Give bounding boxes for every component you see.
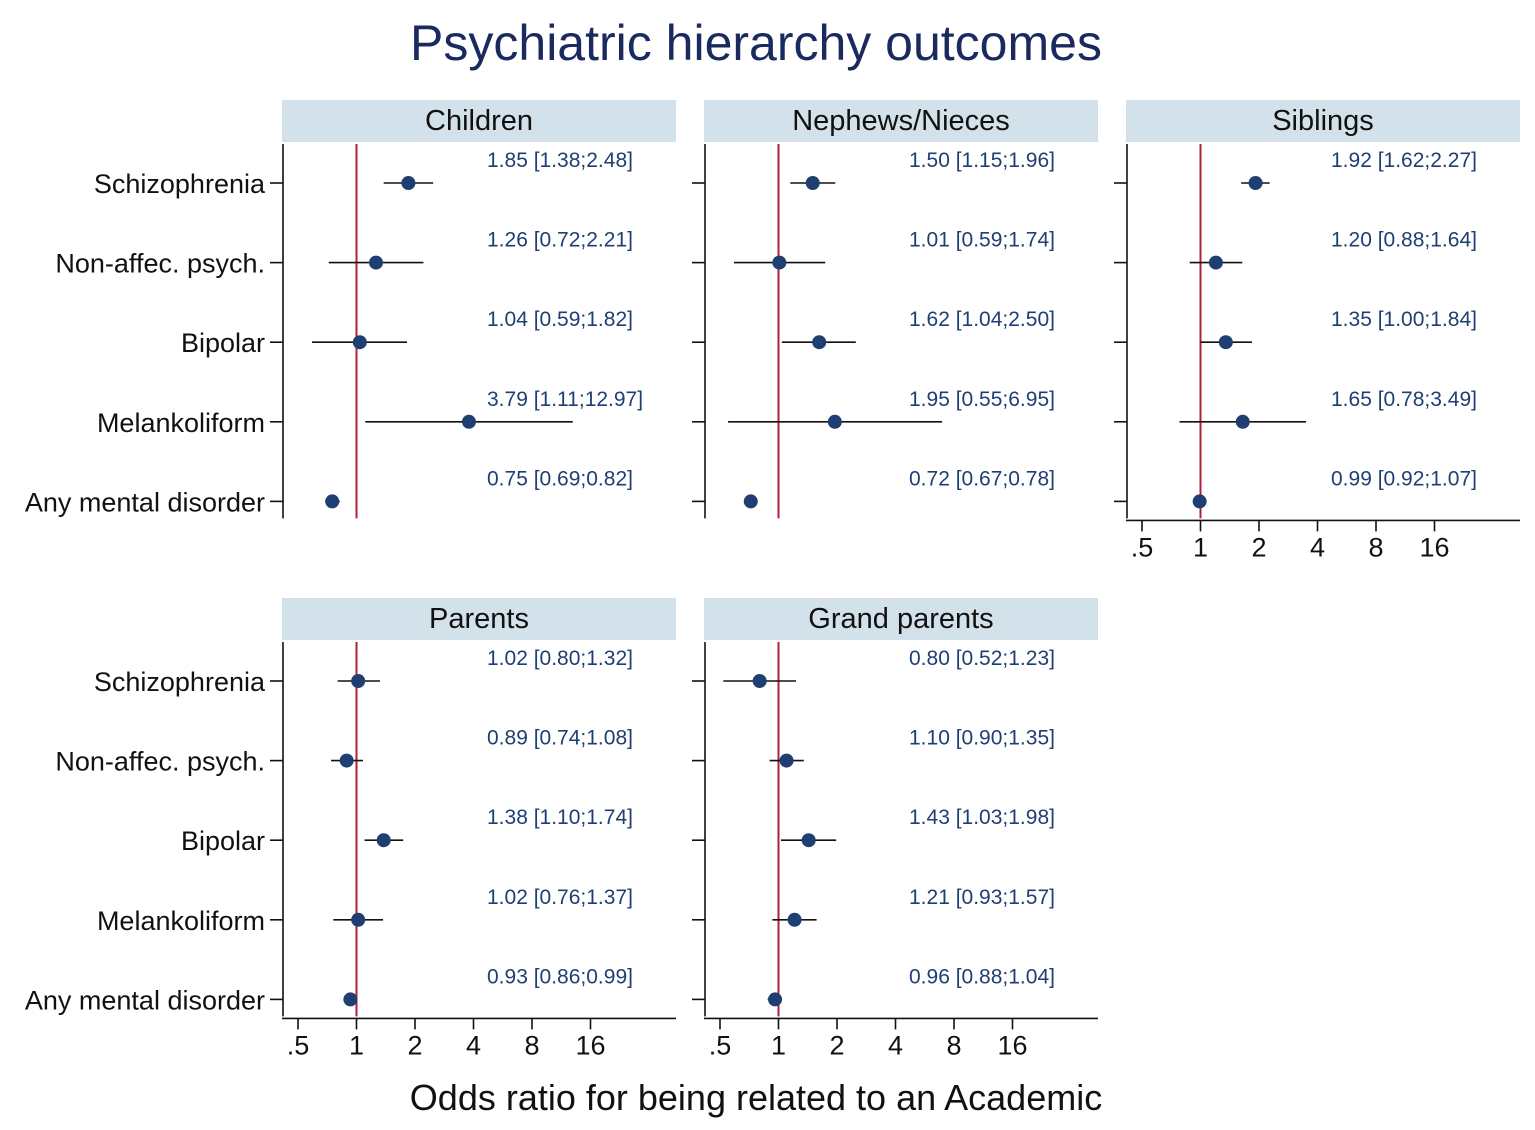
value-label-any-mental-disorder: 0.72 [0.67;0.78] [909,467,1055,490]
point-estimate-non-affec-psych [369,255,384,270]
value-label-schizophrenia: 1.50 [1.15;1.96] [909,149,1055,172]
panel-title-grand-parents: Grand parents [808,603,993,635]
value-label-schizophrenia: 1.85 [1.38;2.48] [487,149,633,172]
x-tick-label: 16 [997,1030,1027,1060]
panel-header-bg [282,598,676,640]
x-tick-label: 1 [771,1030,786,1060]
point-estimate-schizophrenia [401,176,416,190]
category-label-any-mental-disorder: Any mental disorder [25,985,265,1015]
x-tick-label: 16 [575,1030,605,1060]
value-label-melankoliform: 1.21 [0.93;1.57] [909,886,1055,909]
x-tick-label: 16 [1419,532,1449,562]
panel-parents: Parents Schizophrenia 1.02 [0.80;1.32] Non-… [25,598,676,1060]
x-tick-label: 1 [349,1030,364,1060]
point-estimate-melankoliform [461,414,476,429]
x-tick-label: 1 [1193,532,1208,562]
value-label-any-mental-disorder: 0.96 [0.88;1.04] [909,965,1055,988]
point-estimate-non-affec-psych [339,753,354,768]
x-tick-label: .5 [287,1030,310,1060]
value-label-schizophrenia: 1.92 [1.62;2.27] [1331,149,1477,172]
value-label-any-mental-disorder: 0.99 [0.92;1.07] [1331,467,1477,490]
chart-title: Psychiatric hierarchy outcomes [410,15,1102,71]
point-estimate-any-mental-disorder [325,494,340,509]
panels-layer: Children Schizophrenia 1.85 [1.38;2.48] Non… [25,100,1520,1060]
point-estimate-schizophrenia [752,674,767,688]
panel-title-siblings: Siblings [1272,105,1374,137]
x-tick-label: 8 [1368,532,1383,562]
point-estimate-any-mental-disorder [743,494,758,509]
value-label-bipolar: 1.43 [1.03;1.98] [909,806,1055,829]
point-estimate-bipolar [1218,335,1233,350]
panel-siblings: Siblings 1.92 [1.62;2.27] 1.20 [0.88;1.64]… [1114,100,1520,562]
category-label-schizophrenia: Schizophrenia [94,667,266,697]
panel-grand-parents: Grand parents 0.80 [0.52;1.23] 1.10 [0.90;… [692,598,1098,1060]
point-estimate-melankoliform [351,912,366,927]
panel-header-bg [1126,100,1520,142]
point-estimate-melankoliform [827,414,842,429]
category-label-bipolar: Bipolar [181,328,265,358]
point-estimate-schizophrenia [1248,176,1263,190]
value-label-bipolar: 1.62 [1.04;2.50] [909,308,1055,331]
category-label-schizophrenia: Schizophrenia [94,169,266,199]
x-tick-label: 4 [1310,532,1325,562]
category-label-any-mental-disorder: Any mental disorder [25,487,265,517]
panel-header-bg [704,598,1098,640]
value-label-melankoliform: 3.79 [1.11;12.97] [487,388,643,411]
x-tick-label: 8 [524,1030,539,1060]
x-tick-label: 4 [888,1030,903,1060]
x-tick-label: 4 [466,1030,481,1060]
value-label-bipolar: 1.35 [1.00;1.84] [1331,308,1477,331]
x-tick-label: .5 [1131,532,1154,562]
value-label-non-affec-psych: 1.26 [0.72;2.21] [487,229,633,252]
panel-title-children: Children [425,105,533,137]
value-label-non-affec-psych: 1.01 [0.59;1.74] [909,229,1055,252]
panel-header-bg [704,100,1098,142]
value-label-schizophrenia: 1.02 [0.80;1.32] [487,647,633,670]
panel-children: Children Schizophrenia 1.85 [1.38;2.48] Non… [25,100,676,519]
value-label-any-mental-disorder: 0.75 [0.69;0.82] [487,467,633,490]
value-label-melankoliform: 1.02 [0.76;1.37] [487,886,633,909]
panel-nephews-nieces: Nephews/Nieces 1.50 [1.15;1.96] 1.01 [0.59… [692,100,1098,519]
x-tick-label: .5 [709,1030,732,1060]
category-label-bipolar: Bipolar [181,826,265,856]
category-label-non-affec-psych: Non-affec. psych. [55,747,265,777]
point-estimate-any-mental-disorder [1192,494,1207,509]
value-label-non-affec-psych: 1.20 [0.88;1.64] [1331,229,1477,252]
point-estimate-non-affec-psych [772,255,787,270]
value-label-non-affec-psych: 0.89 [0.74;1.08] [487,727,633,750]
x-tick-label: 2 [829,1030,844,1060]
category-label-non-affec-psych: Non-affec. psych. [55,249,265,279]
x-tick-label: 8 [946,1030,961,1060]
panel-title-nephews-nieces: Nephews/Nieces [792,105,1010,137]
panel-title-parents: Parents [429,603,529,635]
point-estimate-non-affec-psych [1208,255,1223,270]
x-axis-title: Odds ratio for being related to an Acade… [410,1077,1102,1118]
point-estimate-any-mental-disorder [768,992,783,1007]
value-label-non-affec-psych: 1.10 [0.90;1.35] [909,727,1055,750]
value-label-bipolar: 1.38 [1.10;1.74] [487,806,633,829]
point-estimate-bipolar [352,335,367,350]
x-tick-label: 2 [1251,532,1266,562]
panel-header-bg [282,100,676,142]
category-label-melankoliform: Melankoliform [97,408,265,438]
point-estimate-melankoliform [787,912,802,927]
point-estimate-schizophrenia [351,674,366,688]
value-label-any-mental-disorder: 0.93 [0.86;0.99] [487,965,633,988]
value-label-melankoliform: 1.65 [0.78;3.49] [1331,388,1477,411]
value-label-schizophrenia: 0.80 [0.52;1.23] [909,647,1055,670]
point-estimate-bipolar [812,335,827,350]
point-estimate-schizophrenia [805,176,820,190]
point-estimate-non-affec-psych [779,753,794,768]
point-estimate-bipolar [801,833,816,848]
point-estimate-bipolar [376,833,391,848]
point-estimate-any-mental-disorder [343,992,358,1007]
category-label-melankoliform: Melankoliform [97,906,265,936]
value-label-melankoliform: 1.95 [0.55;6.95] [909,388,1055,411]
x-tick-label: 2 [407,1030,422,1060]
point-estimate-melankoliform [1235,414,1250,429]
value-label-bipolar: 1.04 [0.59;1.82] [487,308,633,331]
